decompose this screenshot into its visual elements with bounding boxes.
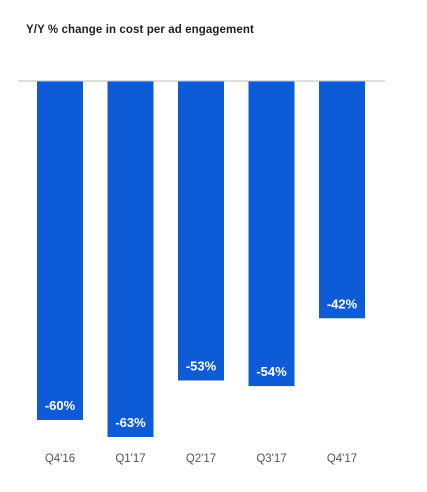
- x-tick-label-0: Q4'16: [45, 453, 75, 465]
- chart-title: Y/Y % change in cost per ad engagement: [26, 24, 254, 36]
- bar-1: [107, 81, 154, 437]
- bar-value-label-1: -63%: [115, 415, 146, 430]
- x-tick-label-1: Q1'17: [115, 453, 145, 465]
- bar-value-label-0: -60%: [45, 398, 76, 413]
- bar-value-label-3: -54%: [256, 364, 287, 379]
- x-tick-label-3: Q3'17: [256, 453, 286, 465]
- x-axis-ticks-group: Q4'16 Q1'17 Q2'17 Q3'17 Q4'17: [45, 453, 357, 465]
- x-tick-label-4: Q4'17: [327, 453, 357, 465]
- bar-4: [319, 81, 365, 319]
- x-tick-label-2: Q2'17: [186, 453, 216, 465]
- bar-3: [248, 81, 295, 387]
- bar-0: [37, 81, 83, 420]
- bar-2: [178, 81, 224, 381]
- bar-value-label-2: -53%: [186, 359, 217, 374]
- value-labels-group: -60% -63% -53% -54% -42%: [45, 296, 358, 430]
- bar-value-label-4: -42%: [327, 296, 358, 311]
- bars-group: [37, 81, 365, 437]
